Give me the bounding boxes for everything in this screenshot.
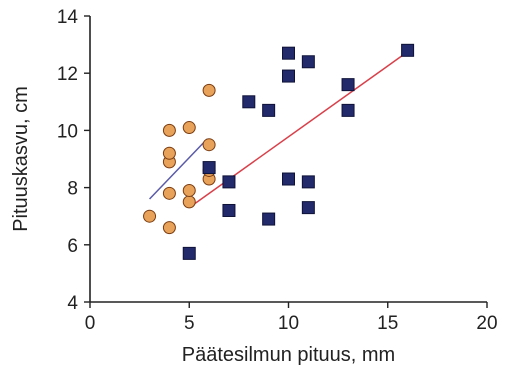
axes: 0 5 10 15 20 4 6 8 10 12 14: [57, 7, 498, 334]
y-tick-label: 12: [57, 64, 78, 85]
square-point: [262, 103, 276, 117]
square-point: [222, 203, 236, 217]
square-point: [222, 175, 236, 189]
x-tick-label: 5: [184, 313, 195, 334]
square-point: [401, 43, 415, 57]
x-axis-title: Päätesilmun pituus, mm: [182, 344, 395, 366]
square-point: [341, 103, 355, 117]
circle-point: [162, 186, 176, 200]
square-point: [301, 175, 315, 189]
y-tick-label: 4: [67, 293, 78, 314]
circle-point: [182, 183, 196, 197]
data-points: [143, 43, 415, 260]
square-point: [242, 95, 256, 109]
y-tick-label: 14: [57, 7, 79, 28]
square-point: [301, 55, 315, 69]
square-point: [341, 78, 355, 92]
square-point: [182, 246, 196, 260]
x-tick-label: 15: [377, 313, 398, 334]
square-point: [301, 201, 315, 215]
square-point: [202, 161, 216, 175]
square-point: [282, 46, 295, 60]
y-tick-label: 8: [67, 179, 78, 200]
circle-point: [143, 209, 157, 223]
circle-point: [162, 123, 176, 137]
x-tick-label: 20: [476, 313, 497, 334]
y-axis-title: Pituuskasvu, cm: [10, 86, 32, 232]
square-point: [282, 172, 295, 186]
circle-point: [202, 83, 216, 97]
y-tick-label: 6: [67, 236, 78, 257]
circle-point: [162, 221, 176, 235]
circle-point: [202, 138, 216, 152]
y-tick-label: 10: [57, 121, 78, 142]
circle-point: [182, 121, 196, 135]
circle-point: [182, 195, 196, 209]
x-tick-label: 10: [278, 313, 299, 334]
square-point: [282, 69, 295, 83]
circle-point: [162, 146, 176, 160]
x-tick-label: 0: [85, 313, 96, 334]
square-point: [262, 212, 276, 226]
trend-line: [149, 138, 208, 200]
